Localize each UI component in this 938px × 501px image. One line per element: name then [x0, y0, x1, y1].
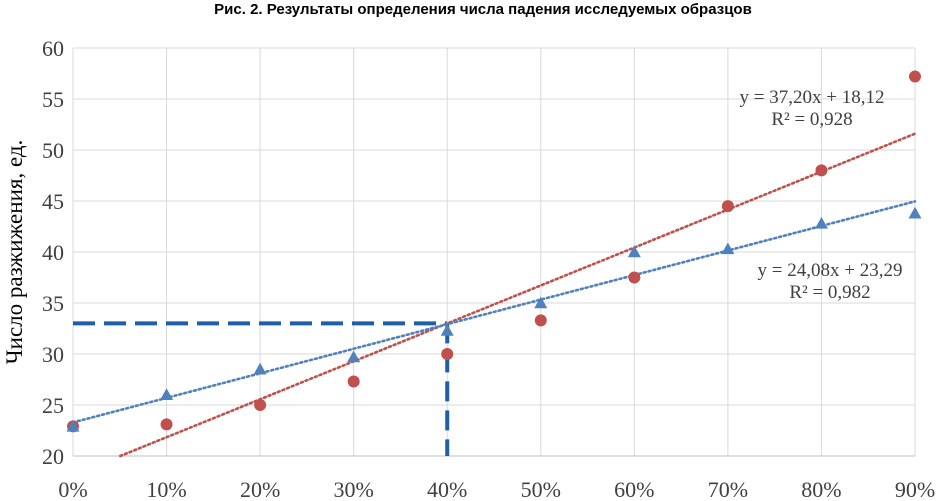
y-tick-label: 20 — [42, 444, 64, 469]
chart-title: Рис. 2. Результаты определения числа пад… — [214, 1, 752, 18]
trendline-1 — [118, 132, 917, 458]
x-tick-label: 50% — [521, 477, 561, 501]
data-point-triangle — [347, 350, 361, 363]
trendline-r2: R² = 0,982 — [789, 282, 870, 303]
y-tick-label: 55 — [42, 87, 64, 112]
data-point-triangle — [814, 216, 828, 229]
y-tick-label: 60 — [42, 36, 64, 61]
y-tick-label: 35 — [42, 291, 64, 316]
data-point-triangle — [721, 242, 735, 255]
data-point-triangle — [534, 296, 548, 309]
x-tick-label: 80% — [801, 477, 841, 501]
trendline-equation: y = 37,20x + 18,12 — [740, 87, 885, 108]
y-axis-label: Число разжижения, ед. — [2, 140, 27, 365]
data-point-triangle — [66, 419, 80, 432]
trendline-2 — [71, 200, 917, 424]
data-point-triangle — [160, 388, 174, 400]
x-tick-label: 20% — [240, 477, 280, 501]
y-tick-label: 50 — [42, 138, 64, 163]
data-points — [66, 70, 922, 433]
trendlines — [71, 132, 917, 458]
x-tick-label: 60% — [614, 477, 654, 501]
reference-lines — [73, 321, 450, 456]
data-point-circle — [254, 399, 267, 411]
data-point-circle — [909, 70, 921, 83]
trendline-r2: R² = 0,928 — [771, 109, 852, 130]
data-point-circle — [441, 348, 454, 360]
y-tick-label: 30 — [42, 342, 64, 367]
data-point-triangle — [253, 362, 267, 375]
axis — [72, 48, 915, 457]
x-tick-label: 70% — [708, 477, 748, 501]
data-point-circle — [534, 314, 547, 327]
data-point-circle — [347, 375, 360, 388]
x-tick-label: 40% — [427, 477, 467, 501]
data-point-triangle — [627, 245, 641, 258]
data-point-circle — [160, 418, 173, 431]
x-tick-label: 30% — [334, 477, 374, 501]
y-tick-label: 45 — [42, 189, 64, 214]
data-point-triangle — [440, 324, 454, 336]
y-tick-label: 25 — [42, 393, 64, 418]
y-tick-label: 40 — [42, 240, 64, 265]
tick-labels: 20 25 30 35 40 45 50 55 60 0% 10% 20% 30% 40% 50% 60% 70… — [42, 36, 935, 501]
data-point-circle — [628, 271, 641, 284]
x-tick-label: 10% — [146, 477, 186, 501]
data-point-circle — [815, 164, 828, 177]
data-point-circle — [721, 200, 734, 213]
x-tick-label: 90% — [895, 477, 935, 501]
data-point-triangle — [908, 206, 922, 219]
x-tick-label: 0% — [58, 477, 87, 501]
trendline-equation: y = 24,08x + 23,29 — [758, 260, 903, 281]
